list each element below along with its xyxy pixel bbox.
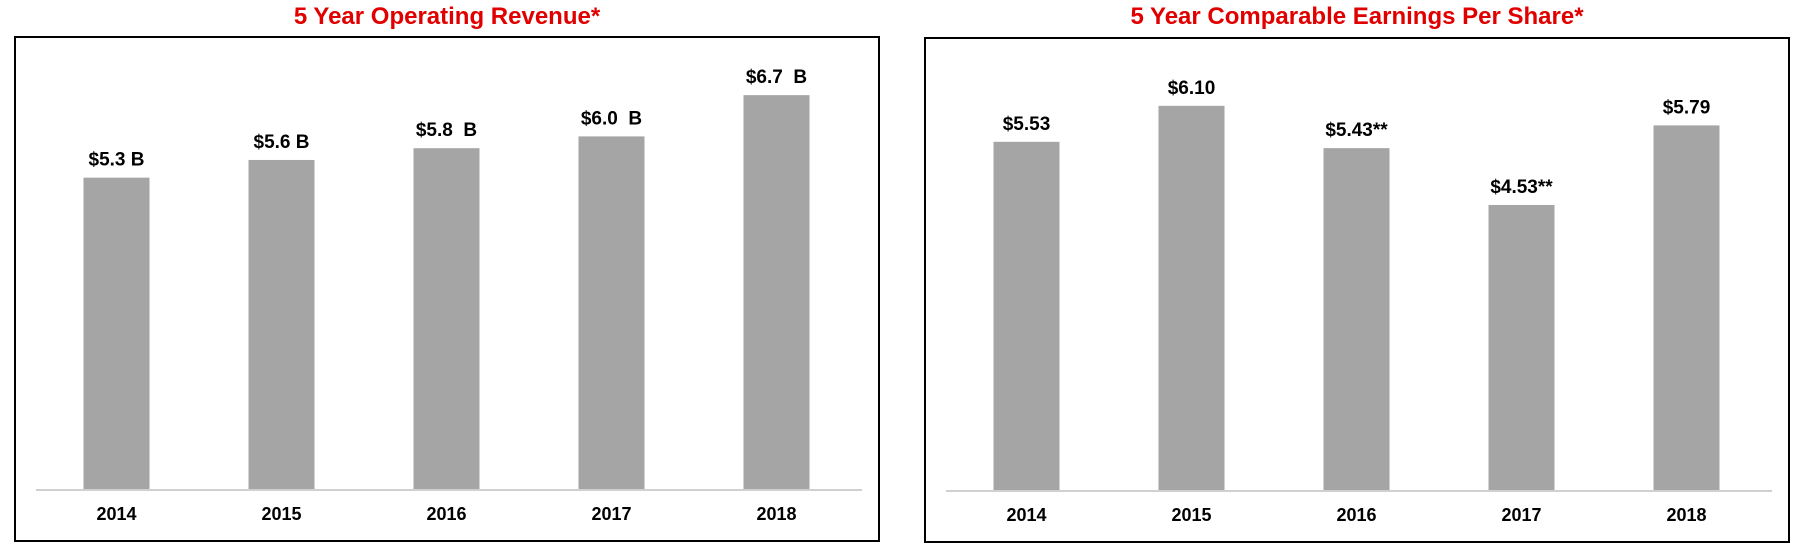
revenue-bar-2017 xyxy=(578,136,645,490)
revenue-data-label-2018: $6.7 B xyxy=(746,67,807,88)
eps-bar-2015 xyxy=(1158,105,1225,491)
eps-x-tick-2014: 2014 xyxy=(1006,505,1046,525)
eps-bar-chart: $5.53 2014 $6.10 2015 $5.43** 2016 $4.53** 2017… xyxy=(946,78,1772,525)
revenue-bar-2015 xyxy=(248,159,315,490)
eps-data-label-2018: $5.79 xyxy=(1663,97,1711,118)
eps-data-label-2014: $5.53 xyxy=(1003,114,1051,135)
revenue-x-tick-2018: 2018 xyxy=(756,504,796,524)
revenue-x-tick-2016: 2016 xyxy=(426,504,466,524)
eps-x-tick-2017: 2017 xyxy=(1501,505,1541,525)
revenue-chart-frame: $5.3 B 2014 $5.6 B 2015 $5.8 B 2016 $6.0 B 2017… xyxy=(14,36,880,542)
eps-bar-2018 xyxy=(1653,125,1720,491)
revenue-chart-title: 5 Year Operating Revenue* xyxy=(293,3,601,30)
revenue-x-tick-2014: 2014 xyxy=(96,504,136,524)
revenue-data-label-2014: $5.3 B xyxy=(89,150,145,171)
eps-x-tick-2015: 2015 xyxy=(1171,505,1211,525)
revenue-x-tick-2015: 2015 xyxy=(261,504,301,524)
eps-bar-2014 xyxy=(993,141,1060,491)
eps-bar-2016 xyxy=(1323,148,1390,491)
eps-x-tick-2016: 2016 xyxy=(1336,505,1376,525)
eps-bar-2017 xyxy=(1488,204,1555,491)
eps-data-label-2017: $4.53** xyxy=(1490,177,1553,198)
eps-data-label-2015: $6.10 xyxy=(1168,78,1216,99)
revenue-bar-chart: $5.3 B 2014 $5.6 B 2015 $5.8 B 2016 $6.0 B 2017… xyxy=(36,67,862,524)
eps-chart-frame: $5.53 2014 $6.10 2015 $5.43** 2016 $4.53** 2017… xyxy=(924,37,1790,543)
eps-data-label-2016: $5.43** xyxy=(1325,120,1388,141)
revenue-bar-2014 xyxy=(83,177,150,491)
revenue-data-label-2016: $5.8 B xyxy=(416,120,477,141)
revenue-x-tick-2017: 2017 xyxy=(591,504,631,524)
revenue-data-label-2015: $5.6 B xyxy=(254,132,310,153)
revenue-bar-2018 xyxy=(743,95,810,490)
revenue-bar-2016 xyxy=(413,148,480,490)
eps-x-tick-2018: 2018 xyxy=(1666,505,1706,525)
eps-chart-title: 5 Year Comparable Earnings Per Share* xyxy=(1130,3,1584,30)
revenue-data-label-2017: $6.0 B xyxy=(581,108,642,129)
